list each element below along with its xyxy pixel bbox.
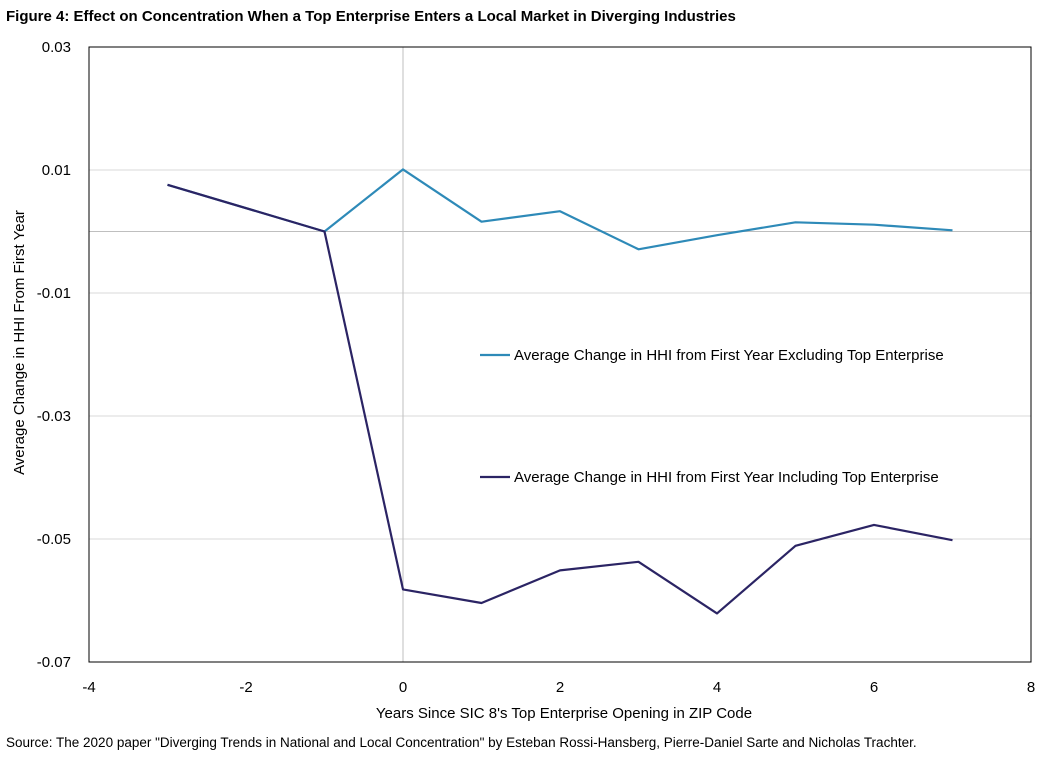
x-tick-label: 2 bbox=[556, 679, 564, 696]
y-tick-label: -0.07 bbox=[37, 654, 71, 671]
x-tick-labels: -4 -2 0 2 4 6 8 bbox=[82, 679, 1035, 696]
x-tick-label: 8 bbox=[1027, 679, 1035, 696]
x-tick-label: 4 bbox=[713, 679, 721, 696]
legend-label: Average Change in HHI from First Year Ex… bbox=[514, 347, 944, 364]
figure-title: Figure 4: Effect on Concentration When a… bbox=[6, 8, 736, 25]
series-lines bbox=[167, 168, 953, 615]
plot-frame bbox=[88, 46, 1032, 663]
x-tick-label: 6 bbox=[870, 679, 878, 696]
legend-label: Average Change in HHI from First Year In… bbox=[514, 469, 939, 486]
legend: Average Change in HHI from First Year Ex… bbox=[480, 347, 944, 486]
y-tick-label: -0.03 bbox=[37, 408, 71, 425]
source-note: Source: The 2020 paper "Diverging Trends… bbox=[6, 735, 917, 750]
series-line-including-top bbox=[167, 183, 953, 615]
y-tick-label: -0.01 bbox=[37, 285, 71, 302]
y-tick-labels: 0.03 0.01 -0.01 -0.03 -0.05 -0.07 bbox=[37, 39, 71, 671]
y-tick-label: -0.05 bbox=[37, 531, 71, 548]
x-tick-label: 0 bbox=[399, 679, 407, 696]
series-line-excluding-top bbox=[167, 168, 953, 251]
reference-lines bbox=[89, 47, 1031, 662]
y-tick-label: 0.03 bbox=[42, 39, 71, 56]
x-tick-label: -4 bbox=[82, 679, 95, 696]
y-axis-label: Average Change in HHI From First Year bbox=[11, 210, 28, 475]
y-tick-label: 0.01 bbox=[42, 162, 71, 179]
x-axis-label: Years Since SIC 8's Top Enterprise Openi… bbox=[376, 705, 752, 722]
x-tick-label: -2 bbox=[239, 679, 252, 696]
